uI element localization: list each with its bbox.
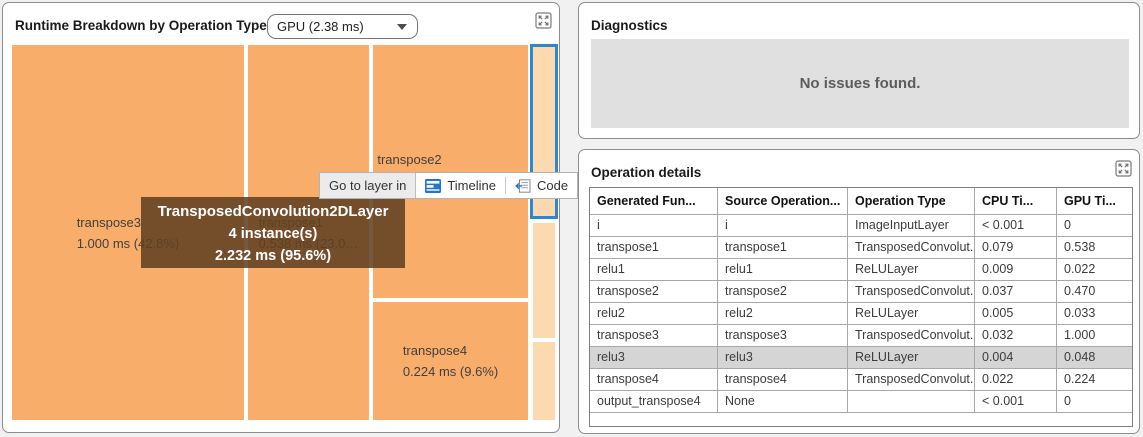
cell: TransposedConvolut...: [848, 325, 975, 347]
cell: TransposedConvolut...: [848, 237, 975, 259]
cell: relu2: [590, 303, 718, 325]
cell: output_transpose4: [590, 391, 718, 413]
cell: 0.033: [1057, 303, 1132, 325]
column-header[interactable]: Generated Fun...: [590, 188, 718, 215]
cell: < 0.001: [975, 391, 1057, 413]
go-to-timeline-button[interactable]: Timeline: [416, 173, 505, 198]
table-row[interactable]: output_transpose4 None < 0.001 0: [590, 391, 1132, 413]
cell: transpose2: [590, 281, 718, 303]
cell: 0.079: [975, 237, 1057, 259]
runtime-breakdown-panel: Runtime Breakdown by Operation Type GPU …: [2, 2, 579, 433]
operation-details-table: Generated Fun... Source Operation... Ope…: [589, 187, 1133, 427]
cell: transpose4: [590, 369, 718, 391]
tooltip-total-time: 2.232 ms (95.6%): [214, 248, 332, 264]
cell: [848, 391, 975, 413]
column-header[interactable]: Source Operation...: [718, 188, 848, 215]
go-to-layer-menu: Go to layer in Timeline: [319, 172, 579, 199]
cell: i: [718, 215, 848, 237]
diagnostics-message: No issues found.: [799, 75, 921, 92]
cell: ImageInputLayer: [848, 215, 975, 237]
go-to-layer-label: Go to layer in: [320, 173, 417, 198]
cell: ReLULayer: [848, 259, 975, 281]
tile-name: transpose3: [76, 214, 142, 230]
table-row[interactable]: transpose2 transpose2 TransposedConvolut..…: [590, 281, 1132, 303]
cell: relu1: [718, 259, 848, 281]
diagnostics-title: Diagnostics: [591, 18, 668, 33]
table-row[interactable]: transpose4 transpose4 TransposedConvolut..…: [590, 369, 1132, 391]
cell: ReLULayer: [848, 347, 975, 369]
cell: 0.037: [975, 281, 1057, 303]
tile-time: 0.224 ms (9.6%): [402, 364, 499, 379]
runtime-breakdown-title: Runtime Breakdown by Operation Type: [15, 18, 267, 33]
cell: 0.032: [975, 325, 1057, 347]
cell: TransposedConvolut...: [848, 281, 975, 303]
cell: relu3: [718, 347, 848, 369]
column-header[interactable]: CPU Ti...: [975, 188, 1057, 215]
cell: 0.005: [975, 303, 1057, 325]
column-header[interactable]: GPU Ti...: [1057, 188, 1132, 215]
column-header[interactable]: Operation Type: [848, 188, 975, 215]
cell: None: [718, 391, 848, 413]
cell: < 0.001: [975, 215, 1057, 237]
table-row[interactable]: transpose3 transpose3 TransposedConvolut..…: [590, 325, 1132, 347]
table-row-selected[interactable]: relu3 relu3 ReLULayer 0.004 0.048: [590, 347, 1132, 369]
tile-name: transpose2: [377, 152, 442, 167]
treemap-tooltip: TransposedConvolution2DLayer 4 instance(…: [141, 197, 405, 268]
cell: 0: [1057, 215, 1132, 237]
treemap-tile-small[interactable]: [533, 223, 555, 338]
treemap-tile-small[interactable]: [533, 342, 555, 420]
timeline-icon: [425, 178, 442, 193]
code-icon: [515, 178, 531, 193]
table-row[interactable]: transpose1 transpose1 TransposedConvolut..…: [590, 237, 1132, 259]
tile-name: transpose4: [402, 343, 468, 358]
cell: TransposedConvolut...: [848, 369, 975, 391]
tooltip-layer-type: TransposedConvolution2DLayer: [157, 203, 389, 220]
timeline-label: Timeline: [447, 178, 496, 193]
cell: 0.538: [1057, 237, 1132, 259]
chevron-down-icon: [397, 23, 407, 30]
cell: relu3: [590, 347, 718, 369]
table-row[interactable]: relu1 relu1 ReLULayer 0.009 0.022: [590, 259, 1132, 281]
treemap-tile-transpose4[interactable]: transpose4 0.224 ms (9.6%): [373, 302, 528, 420]
tooltip-instances: 4 instance(s): [228, 226, 318, 242]
cell: transpose3: [590, 325, 718, 347]
cell: 1.000: [1057, 325, 1132, 347]
cell: 0.224: [1057, 369, 1132, 391]
cell: 0.009: [975, 259, 1057, 281]
cell: ReLULayer: [848, 303, 975, 325]
table-header-row: Generated Fun... Source Operation... Ope…: [590, 188, 1132, 215]
expand-icon[interactable]: [1115, 160, 1132, 177]
operation-details-title: Operation details: [591, 165, 702, 180]
cell: transpose1: [590, 237, 718, 259]
cell: i: [590, 215, 718, 237]
code-label: Code: [536, 178, 569, 193]
diagnostics-message-box: No issues found.: [591, 39, 1129, 128]
cell: 0.022: [975, 369, 1057, 391]
expand-icon[interactable]: [535, 12, 552, 29]
cell: 0: [1057, 391, 1132, 413]
table-row[interactable]: i i ImageInputLayer < 0.001 0: [590, 215, 1132, 237]
cell: 0.022: [1057, 259, 1132, 281]
cell: 0.048: [1057, 347, 1132, 369]
cell: transpose2: [718, 281, 848, 303]
cell: transpose3: [718, 325, 848, 347]
cell: transpose1: [718, 237, 848, 259]
cell: 0.470: [1057, 281, 1132, 303]
operation-details-panel: Operation details Generated Fun... Sourc…: [578, 149, 1140, 434]
go-to-code-button[interactable]: Code: [506, 173, 577, 198]
cell: relu1: [590, 259, 718, 281]
menu-divider: [504, 177, 506, 194]
metric-dropdown-value: GPU (2.38 ms): [277, 19, 364, 34]
cell: transpose4: [718, 369, 848, 391]
table-row[interactable]: relu2 relu2 ReLULayer 0.005 0.033: [590, 303, 1132, 325]
metric-dropdown[interactable]: GPU (2.38 ms): [267, 14, 418, 39]
cell: 0.004: [975, 347, 1057, 369]
cell: relu2: [718, 303, 848, 325]
diagnostics-panel: Diagnostics No issues found.: [578, 2, 1140, 139]
